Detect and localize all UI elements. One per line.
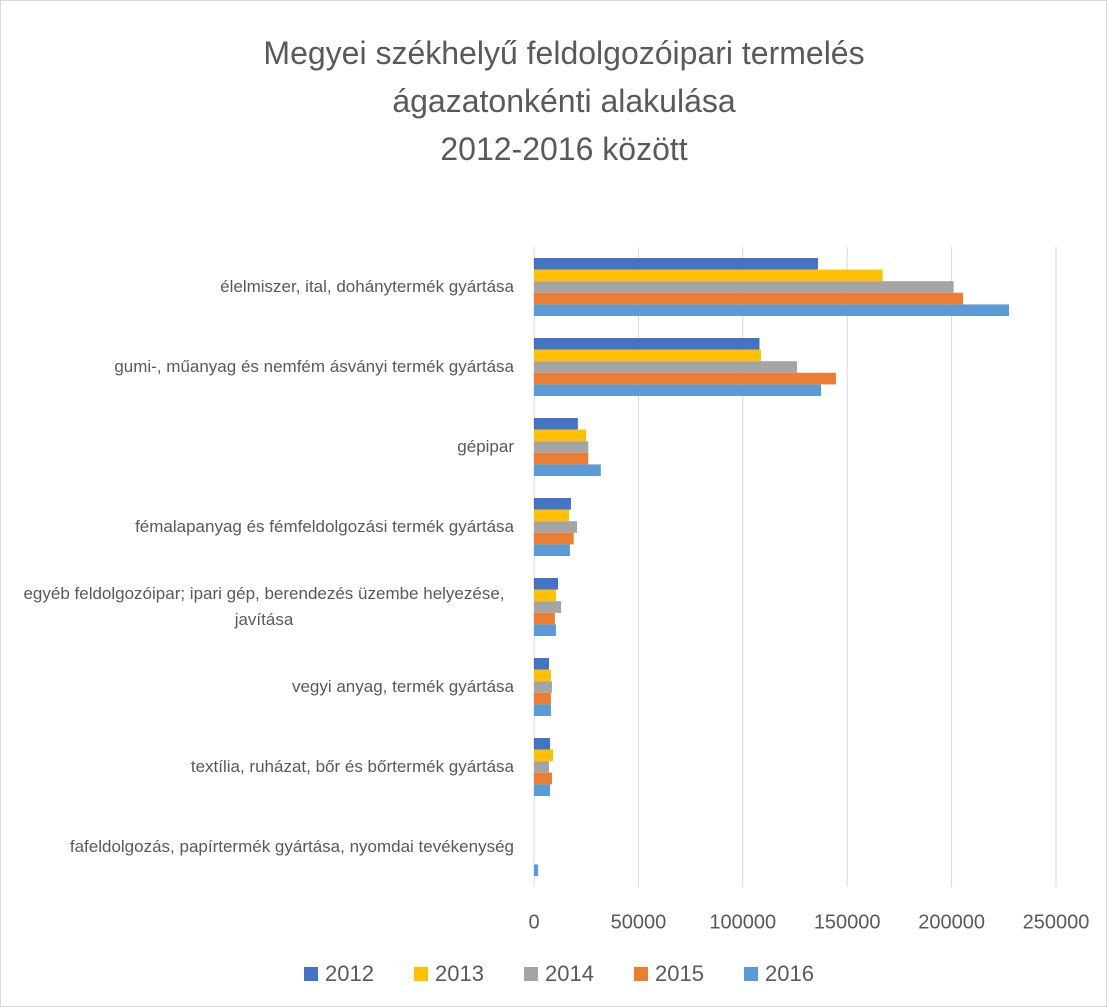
legend-label: 2015: [655, 961, 704, 986]
y-tick-label: fafeldolgozás, papírtermék gyártása, nyo…: [69, 837, 514, 856]
bar: [534, 429, 587, 442]
bar: [534, 304, 1010, 316]
x-tick-label: 0: [528, 911, 539, 933]
legend-swatch: [634, 967, 648, 981]
bar: [534, 761, 550, 773]
bar: [534, 384, 822, 396]
bar: [534, 612, 555, 625]
bar: [534, 521, 578, 533]
bar: [534, 578, 559, 590]
bar: [534, 258, 818, 270]
bar: [534, 464, 601, 476]
legend-swatch: [744, 967, 758, 981]
y-tick-label-box: gumi-, műanyag és nemfém ásványi termék …: [14, 354, 514, 380]
bar: [534, 532, 574, 545]
x-tick-label: 50000: [611, 911, 667, 933]
x-tick-label: 250000: [1023, 911, 1090, 933]
bar: [534, 418, 578, 430]
chart-title: Megyei székhelyű feldolgozóipari termelé…: [263, 35, 865, 167]
legend-swatch: [304, 967, 318, 981]
y-tick-label-box: textília, ruházat, bőr és bőrtermék gyár…: [14, 754, 514, 780]
bar: [534, 349, 761, 362]
y-tick-label-box: fafeldolgozás, papírtermék gyártása, nyo…: [14, 834, 514, 860]
bar: [534, 452, 589, 465]
legend-label: 2014: [545, 961, 594, 986]
y-tick-label-box: egyéb feldolgozóipar; ipari gép, berende…: [14, 581, 514, 633]
bar: [534, 772, 552, 785]
legend-swatch: [524, 967, 538, 981]
y-tick-label: élelmiszer, ital, dohánytermék gyártása: [220, 277, 514, 296]
y-tick-label: egyéb feldolgozóipar; ipari gép, berende…: [23, 584, 505, 629]
y-tick-label: vegyi anyag, termék gyártása: [291, 677, 514, 696]
y-tick-label: fémalapanyag és fémfeldolgozási termék g…: [135, 517, 514, 536]
legend-label: 2012: [325, 961, 374, 986]
bar: [534, 292, 964, 305]
y-tick-label-box: vegyi anyag, termék gyártása: [14, 674, 514, 700]
bar: [534, 441, 589, 453]
bar: [534, 749, 554, 762]
bar: [534, 681, 552, 693]
bar: [534, 692, 551, 705]
bar: [534, 601, 562, 613]
bar: [534, 784, 551, 796]
bar: [534, 544, 570, 556]
bar: [534, 658, 550, 670]
x-tick-label: 200000: [918, 911, 985, 933]
bar: [534, 624, 556, 636]
bar: [534, 589, 556, 602]
bar: [534, 864, 539, 876]
bar: [534, 361, 798, 373]
legend-label: 2016: [765, 961, 814, 986]
y-tick-label-box: élelmiszer, ital, dohánytermék gyártása: [14, 274, 514, 300]
y-tick-label-box: gépipar: [14, 434, 514, 460]
bar: [534, 509, 570, 522]
y-tick-label: gépipar: [457, 437, 514, 456]
bar: [534, 498, 571, 510]
y-tick-label-box: fémalapanyag és fémfeldolgozási termék g…: [14, 514, 514, 540]
bar: [534, 372, 836, 385]
bar: [534, 338, 760, 350]
bar: [534, 669, 551, 682]
bar: [534, 704, 551, 716]
bar: [534, 269, 883, 282]
y-tick-label: gumi-, műanyag és nemfém ásványi termék …: [114, 357, 514, 376]
bar: [534, 281, 954, 293]
legend-label: 2013: [435, 961, 484, 986]
y-tick-label: textília, ruházat, bőr és bőrtermék gyár…: [190, 757, 514, 776]
legend-swatch: [414, 967, 428, 981]
bar: [534, 738, 551, 750]
x-tick-label: 150000: [814, 911, 881, 933]
x-tick-label: 100000: [709, 911, 776, 933]
